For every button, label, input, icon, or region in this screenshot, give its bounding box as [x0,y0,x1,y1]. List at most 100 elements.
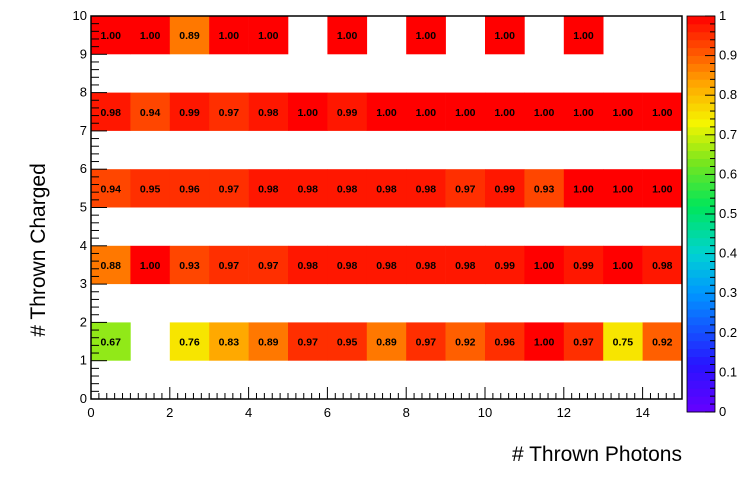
color-scale-bin [687,126,715,136]
heatmap-cell [327,16,368,55]
heatmap-cell [445,322,486,361]
color-scale-bin [687,71,715,80]
x-tick-label: 6 [324,405,331,420]
color-scale-bin [687,221,715,231]
cell-value-label: 0.88 [100,260,121,272]
y-tick-label: 5 [80,200,87,215]
x-tick-label: 0 [87,405,94,420]
color-scale-bin [687,293,715,302]
color-scale-bin [687,79,715,88]
color-scale-bin [687,237,715,247]
heatmap-cell [169,16,210,55]
color-scale-bin [687,356,715,365]
cell-value-label: 0.97 [219,260,240,272]
cell-value-label: 0.98 [376,183,397,195]
color-scale-bin [687,31,715,41]
heatmap-cell [91,245,131,285]
heatmap-cell [485,92,525,131]
y-axis: 0 1 2 3 4 5 6 7 8 9 10 [73,8,107,406]
color-scale-bin [687,23,715,33]
color-scale-bin [687,206,715,215]
color-scale-bin [687,182,715,191]
cell-value-label: 0.92 [455,337,476,349]
color-scale-bin [687,261,715,270]
heatmap-cell [366,169,407,208]
color-scale-bin [687,158,715,167]
x-tick-label: 10 [478,405,492,420]
heatmap-cell [327,169,368,208]
cell-value-label: 1.00 [652,183,673,195]
x-tick-label: 2 [166,405,173,420]
heatmap-cell [366,322,407,361]
cell-value-label: 0.97 [455,183,476,195]
cell-value-label: 0.98 [652,260,673,272]
color-scale-bin [687,16,715,25]
cell-value-label: 1.00 [534,337,555,349]
cell-value-label: 0.93 [179,260,200,272]
x-tick-label: 4 [245,405,252,420]
heatmap-cell [485,16,525,55]
color-scale-bin [687,372,715,381]
heatmap-cell [485,245,525,285]
heatmap-cell [130,92,171,131]
cell-value-label: 0.98 [416,183,437,195]
cell-value-label: 0.96 [179,183,200,195]
cell-value-label: 0.98 [258,107,279,119]
color-scale-bin [687,87,715,96]
heatmap-cell [603,245,643,285]
cell-value-label: 1.00 [573,107,594,119]
heatmap-cell [248,245,289,285]
heatmap-cell [209,92,249,131]
color-scale-bin [687,364,715,373]
color-scale-bin [687,166,715,175]
color-scale-bin [687,134,715,144]
cell-value-label: 0.97 [258,260,279,272]
color-scale-bin [687,95,715,104]
color-scale-bin [687,301,715,310]
y-tick-label: 4 [80,238,87,253]
color-scale-bin [687,285,715,294]
cell-value-label: 0.97 [219,107,240,119]
heatmap-cell [130,169,171,208]
color-scale-label: 0.5 [719,206,737,221]
heatmap-cell [209,322,249,361]
cell-value-label: 0.75 [613,337,634,349]
color-scale-bin [687,118,715,128]
color-scale-bin [687,348,715,357]
cell-value-label: 0.97 [219,183,240,195]
cell-value-label: 1.00 [613,260,634,272]
cell-value-label: 0.98 [376,260,397,272]
color-scale-bin [687,214,715,223]
cell-value-label: 0.83 [219,337,240,349]
heatmap-cell [642,245,682,285]
heatmap-cell [406,169,446,208]
heatmap-cell [485,169,525,208]
heatmap-cell [485,322,525,361]
cell-value-label: 1.00 [416,30,437,42]
color-scale-bin [687,190,715,199]
heatmap-cell-labels: 0.67 0.76 0.83 0.89 0.97 0.95 0.89 0.97 0.92 0.96… [100,30,672,348]
cell-value-label: 1.00 [573,183,594,195]
cell-value-label: 0.97 [297,337,318,349]
color-scale-bin [687,269,715,278]
y-tick-label: 8 [80,85,87,100]
heatmap-cell [524,169,565,208]
heatmap-cell [169,169,210,208]
x-tick-label: 12 [557,405,571,420]
heatmap-cell [288,169,328,208]
color-scale-bin [687,142,715,152]
heatmap-cell [563,169,604,208]
cell-value-label: 0.97 [416,337,437,349]
color-scale-bin [687,174,715,183]
heatmap-cell [642,92,682,131]
heatmap-cell [91,92,131,131]
heatmap-cell [327,322,368,361]
heatmap-cell [288,92,328,131]
x-axis: 0 2 4 6 8 10 12 14 [87,387,683,420]
heatmap-cell [209,16,249,55]
heatmap-cell [524,92,565,131]
cell-value-label: 0.95 [337,337,358,349]
heatmap-cell [169,322,210,361]
heatmap-cell [445,245,486,285]
heatmap-cell [248,169,289,208]
